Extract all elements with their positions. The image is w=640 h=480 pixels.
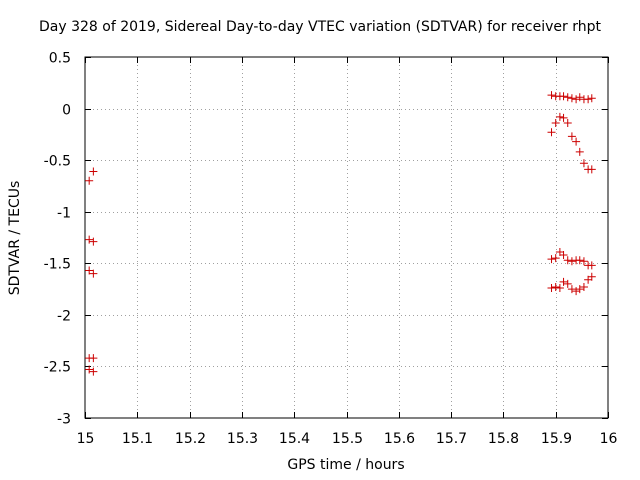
data-point [575, 147, 584, 156]
x-tick-label: 16 [600, 431, 618, 447]
data-point [572, 287, 581, 296]
x-tick-label: 15.9 [541, 431, 572, 447]
data-point [572, 137, 581, 146]
data-point [551, 119, 560, 128]
data-point [559, 92, 568, 101]
x-tick-label: 15.2 [175, 431, 206, 447]
data-point [89, 354, 98, 363]
data-point [85, 176, 94, 185]
data-point [563, 93, 572, 102]
y-tick-label: -0.5 [44, 154, 71, 170]
data-point [551, 254, 560, 263]
data-point [575, 93, 584, 102]
data-point [559, 251, 568, 260]
data-point [567, 257, 576, 266]
x-tick-label: 15.3 [227, 431, 258, 447]
x-tick-label: 15.7 [436, 431, 467, 447]
axis-ticks [85, 57, 609, 419]
data-points [85, 91, 596, 376]
plot-frame [84, 56, 609, 419]
x-tick-label: 15.5 [332, 431, 363, 447]
data-point [579, 283, 588, 292]
data-point [85, 365, 94, 374]
data-point [579, 257, 588, 266]
data-point [567, 94, 576, 103]
data-point [547, 128, 556, 137]
data-point [547, 91, 556, 100]
data-point [575, 256, 584, 265]
data-point [559, 113, 568, 122]
x-tick-label: 15 [77, 431, 95, 447]
chart-title: Day 328 of 2019, Sidereal Day-to-day VTE… [39, 19, 601, 35]
data-point [563, 119, 572, 128]
data-point [555, 284, 564, 293]
data-point [547, 255, 556, 264]
data-point [89, 367, 98, 376]
x-tick-label: 15.8 [488, 431, 519, 447]
data-point [85, 266, 94, 275]
data-point [587, 272, 596, 281]
y-tick-label: 0 [62, 103, 71, 119]
data-point [89, 269, 98, 278]
data-point [567, 285, 576, 294]
data-point [587, 165, 596, 174]
tick-labels: 15 15.1 15.2 15.3 15.4 15.5 15.6 15.7 15.8 15.9 16… [44, 51, 618, 448]
y-tick-label: -1 [57, 206, 71, 222]
x-axis-label: GPS time / hours [287, 457, 405, 473]
data-point [555, 112, 564, 121]
y-tick-label: -2 [57, 309, 71, 325]
data-point [547, 284, 556, 293]
y-tick-label: -1.5 [44, 257, 71, 273]
grid-lines [85, 57, 608, 418]
data-point [572, 95, 581, 104]
data-point [579, 159, 588, 168]
data-point [567, 132, 576, 141]
data-point [587, 261, 596, 270]
data-point [575, 285, 584, 294]
data-point [584, 95, 593, 104]
y-axis-label: SDTVAR / TECUs [7, 180, 23, 296]
y-tick-label: -2.5 [44, 360, 71, 376]
data-point [563, 256, 572, 265]
y-tick-label: -3 [57, 412, 71, 428]
data-point [563, 279, 572, 288]
y-tick-label: 0.5 [49, 51, 71, 67]
x-tick-label: 15.6 [384, 431, 415, 447]
data-point [551, 283, 560, 292]
data-point [89, 237, 98, 246]
data-point [559, 277, 568, 286]
x-tick-label: 15.4 [279, 431, 310, 447]
x-tick-label: 15.1 [122, 431, 153, 447]
data-point [587, 94, 596, 103]
data-point [89, 167, 98, 176]
data-point [85, 235, 94, 244]
